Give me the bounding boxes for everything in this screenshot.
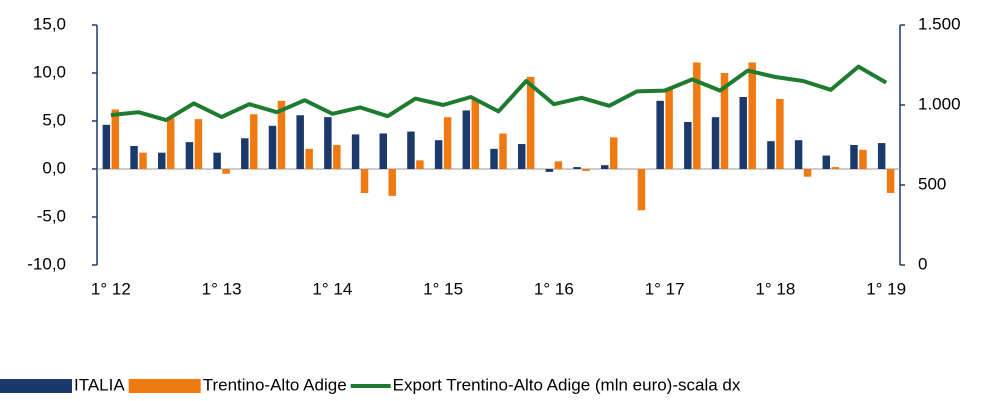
bar [241, 138, 249, 169]
bar [130, 145, 138, 169]
bar [776, 98, 784, 169]
bar [877, 143, 886, 169]
bar [158, 152, 166, 169]
bar [859, 149, 867, 169]
bar [277, 100, 286, 169]
bar [554, 161, 563, 169]
bar [693, 62, 701, 169]
bar [139, 152, 147, 169]
bar [526, 76, 535, 169]
bar [517, 144, 526, 169]
bar [499, 133, 507, 169]
x-tick-label: 1° 12 [91, 279, 131, 298]
bar [490, 148, 498, 169]
x-tick-label: 1° 16 [534, 279, 574, 298]
bar [222, 169, 230, 174]
bar [407, 131, 415, 169]
bar [711, 117, 720, 169]
bar [545, 169, 554, 172]
bar [886, 169, 895, 193]
x-tick-label: 1° 14 [312, 279, 352, 298]
bar [739, 97, 747, 169]
bar [794, 140, 803, 169]
bar [166, 118, 175, 169]
x-tick-label: 1° 17 [645, 279, 685, 298]
y-tick-label: 5,0 [42, 110, 66, 129]
bar [665, 88, 673, 169]
bar [684, 121, 692, 169]
bar [462, 110, 471, 169]
bar [379, 133, 387, 169]
bar [351, 134, 360, 169]
bar [582, 169, 590, 171]
bar [416, 160, 424, 169]
bar [111, 109, 120, 169]
bar [471, 99, 480, 169]
y-tick-label: -5,0 [37, 206, 66, 225]
bar [443, 117, 452, 169]
bar [305, 148, 313, 169]
y-tick-label: -10,0 [27, 254, 66, 273]
y2-tick-label: 1.500 [918, 14, 961, 33]
bar [573, 167, 581, 169]
bar [333, 145, 341, 169]
y2-tick-label: 500 [918, 174, 946, 193]
legend-label: Export Trentino-Alto Adige (mln euro)-sc… [393, 375, 741, 394]
legend-label: Trentino-Alto Adige [203, 375, 347, 394]
bar [185, 142, 194, 169]
bar [822, 155, 831, 169]
bar [850, 145, 858, 169]
bar [637, 169, 646, 211]
bar [656, 100, 664, 169]
bar [213, 152, 221, 169]
bar [194, 119, 203, 169]
bar [296, 115, 304, 169]
bar [831, 167, 839, 169]
bar [102, 124, 111, 169]
bar [720, 73, 729, 169]
bar [324, 117, 332, 169]
bar [748, 62, 756, 169]
bar [360, 169, 369, 193]
bar [803, 169, 812, 177]
x-tick-label: 1° 19 [866, 279, 906, 298]
export-line [110, 64, 888, 123]
y2-tick-label: 0 [918, 254, 927, 273]
bar [610, 137, 618, 169]
bar [268, 125, 277, 169]
x-tick-label: 1° 18 [755, 279, 795, 298]
legend-swatch [0, 379, 72, 393]
bar [388, 169, 396, 196]
y-tick-label: 10,0 [33, 62, 66, 81]
x-tick-label: 1° 13 [202, 279, 242, 298]
bar [767, 141, 775, 169]
y-tick-label: 0,0 [42, 158, 66, 177]
legend-label: ITALIA [74, 375, 125, 394]
x-tick-label: 1° 15 [423, 279, 463, 298]
legend-swatch [128, 379, 201, 393]
bar [434, 140, 443, 169]
y-tick-label: 15,0 [33, 14, 66, 33]
y2-tick-label: 1.000 [918, 94, 961, 113]
bar [250, 114, 258, 169]
bar [601, 165, 609, 169]
